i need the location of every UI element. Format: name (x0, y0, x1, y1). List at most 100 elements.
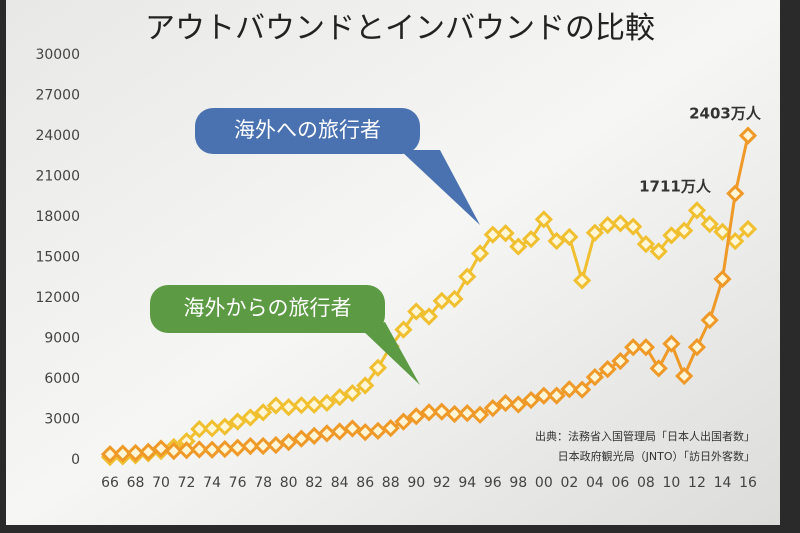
x-tick-label: 98 (509, 475, 527, 491)
data-point (611, 351, 630, 371)
data-point (700, 311, 719, 330)
x-tick-label: 00 (535, 475, 553, 491)
data-point (509, 237, 528, 256)
x-tick-label: 76 (229, 475, 247, 491)
slide (6, 0, 780, 525)
x-tick-label: 80 (280, 475, 298, 491)
data-point (407, 302, 426, 321)
data-point (713, 269, 732, 289)
data-point (483, 399, 502, 418)
data-point (151, 439, 171, 458)
x-tick-label: 96 (484, 475, 502, 491)
data-point (164, 441, 183, 461)
callout-tail (400, 150, 480, 225)
data-point (381, 419, 400, 438)
data-point (624, 338, 643, 357)
data-point (636, 235, 656, 254)
data-point (636, 338, 656, 357)
data-point (649, 359, 668, 378)
x-tick-label: 16 (739, 475, 757, 491)
data-point (687, 338, 707, 357)
data-point (521, 390, 541, 410)
data-point (560, 380, 579, 399)
data-point (726, 232, 745, 251)
x-tick-label: 70 (152, 475, 170, 491)
x-tick-label: 66 (101, 475, 119, 491)
y-tick-label: 27000 (35, 88, 80, 104)
data-point (738, 219, 758, 239)
data-point (190, 440, 209, 459)
data-point (458, 404, 477, 423)
series-name: 海外からの旅行者 (184, 296, 352, 320)
y-tick-label: 3000 (44, 412, 80, 428)
data-point (368, 358, 388, 377)
x-tick-label: 14 (714, 475, 732, 491)
data-point (560, 227, 579, 247)
x-tick-label: 94 (458, 475, 476, 491)
data-point (585, 367, 605, 387)
x-tick-label: 84 (331, 475, 349, 491)
data-point (317, 393, 337, 413)
data-point (572, 271, 592, 290)
callout-tail (360, 322, 420, 385)
data-point (624, 217, 643, 236)
data-point (496, 393, 515, 413)
y-tick-label: 0 (71, 452, 80, 468)
data-point (266, 396, 286, 415)
y-tick-label: 15000 (35, 250, 80, 266)
data-point (470, 405, 490, 424)
data-point (126, 443, 145, 463)
data-point (100, 445, 120, 464)
data-point (534, 386, 553, 405)
data-point (343, 419, 362, 438)
source-note: 日本政府観光局（JNTO）「訪日外客数」 (558, 449, 755, 463)
y-tick-label: 9000 (44, 331, 80, 347)
data-point (713, 222, 732, 241)
data-point (228, 412, 247, 431)
data-point (611, 214, 630, 233)
x-tick-label: 06 (611, 475, 629, 491)
x-tick-label: 68 (127, 475, 145, 491)
data-point (572, 380, 592, 399)
data-point (202, 440, 222, 459)
data-point (738, 126, 758, 145)
data-point (253, 403, 273, 422)
data-point (662, 226, 681, 245)
data-point (534, 210, 553, 229)
data-point (190, 419, 209, 439)
data-point (432, 402, 451, 421)
x-tick-label: 78 (254, 475, 272, 491)
x-tick-label: 92 (433, 475, 451, 491)
x-tick-label: 08 (637, 475, 655, 491)
data-point (675, 221, 694, 240)
callout-bubble (195, 108, 420, 154)
y-tick-label: 21000 (35, 169, 80, 185)
data-point (241, 408, 260, 427)
chart-title: アウトバウンドとインバウンドの比較 (145, 11, 655, 46)
data-point (585, 223, 605, 242)
callout-bubble (150, 285, 385, 333)
data-point (419, 403, 439, 422)
x-tick-label: 12 (688, 475, 706, 491)
x-tick-label: 10 (663, 475, 681, 491)
source-note: 出典：法務省入国管理局「日本人出国者数」 (535, 429, 755, 443)
x-tick-label: 90 (407, 475, 425, 491)
x-tick-label: 02 (560, 475, 578, 491)
y-tick-label: 6000 (44, 371, 80, 387)
annotation: 2403万人 (689, 105, 762, 123)
data-point (649, 242, 668, 261)
x-tick-label: 72 (178, 475, 196, 491)
data-point (687, 201, 707, 220)
data-point (394, 320, 413, 339)
data-point (470, 244, 490, 263)
data-point (445, 404, 464, 424)
data-point (292, 396, 311, 415)
data-point (394, 412, 413, 431)
y-tick-label: 12000 (35, 290, 80, 306)
data-point (445, 289, 464, 309)
x-tick-label: 86 (356, 475, 374, 491)
x-tick-label: 88 (382, 475, 400, 491)
data-point (509, 395, 528, 414)
